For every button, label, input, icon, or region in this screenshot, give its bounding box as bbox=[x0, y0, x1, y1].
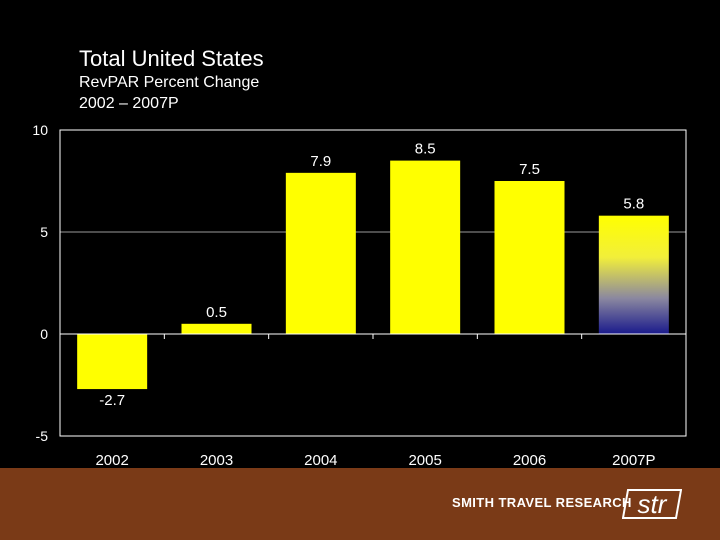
bar-2007P bbox=[598, 215, 669, 334]
str-logo-icon: str bbox=[621, 489, 683, 524]
plot-frame bbox=[59, 129, 687, 437]
bar-chart: 10 5 0 -5 2002 2003 2004 2005 2006 2007P -2.7 0.5 7.… bbox=[32, 122, 687, 468]
x-tick-label: 2005 bbox=[408, 452, 441, 468]
y-tick-label: 5 bbox=[40, 224, 48, 240]
data-label: 0.5 bbox=[206, 304, 227, 321]
bar-2002 bbox=[77, 334, 148, 390]
data-label: 5.8 bbox=[623, 196, 644, 213]
footer-bar: SMITH TRAVEL RESEARCH bbox=[0, 468, 720, 540]
x-tick-label: 2003 bbox=[200, 452, 233, 468]
data-label: 7.9 bbox=[310, 153, 331, 170]
axes bbox=[60, 333, 686, 339]
bar-2004 bbox=[285, 172, 356, 334]
x-tick-label: 2007P bbox=[612, 452, 655, 468]
bar-2003 bbox=[181, 323, 252, 334]
y-tick-label: 0 bbox=[40, 326, 48, 342]
y-tick-label: 10 bbox=[32, 122, 48, 138]
y-tick-label: -5 bbox=[36, 428, 49, 444]
company-name: SMITH TRAVEL RESEARCH bbox=[452, 495, 632, 510]
data-label: 7.5 bbox=[519, 161, 540, 178]
x-tick-label: 2006 bbox=[513, 452, 546, 468]
x-tick-label: 2004 bbox=[304, 452, 337, 468]
labels: 10 5 0 -5 2002 2003 2004 2005 2006 2007P -2.7 0.5 7.… bbox=[32, 122, 655, 468]
str-logo-text: str bbox=[637, 489, 667, 519]
x-tick-label: 2002 bbox=[95, 452, 128, 468]
chart-period: 2002 – 2007P bbox=[79, 95, 179, 112]
bar-2006 bbox=[494, 181, 565, 334]
title-block: Total United States RevPAR Percent Chang… bbox=[79, 46, 264, 114]
data-label: 8.5 bbox=[415, 141, 436, 158]
data-label: -2.7 bbox=[99, 392, 125, 409]
bars bbox=[77, 160, 669, 390]
chart-subtitle: RevPAR Percent Change bbox=[79, 74, 260, 91]
bar-2005 bbox=[390, 160, 461, 334]
chart-title: Total United States bbox=[79, 46, 264, 71]
